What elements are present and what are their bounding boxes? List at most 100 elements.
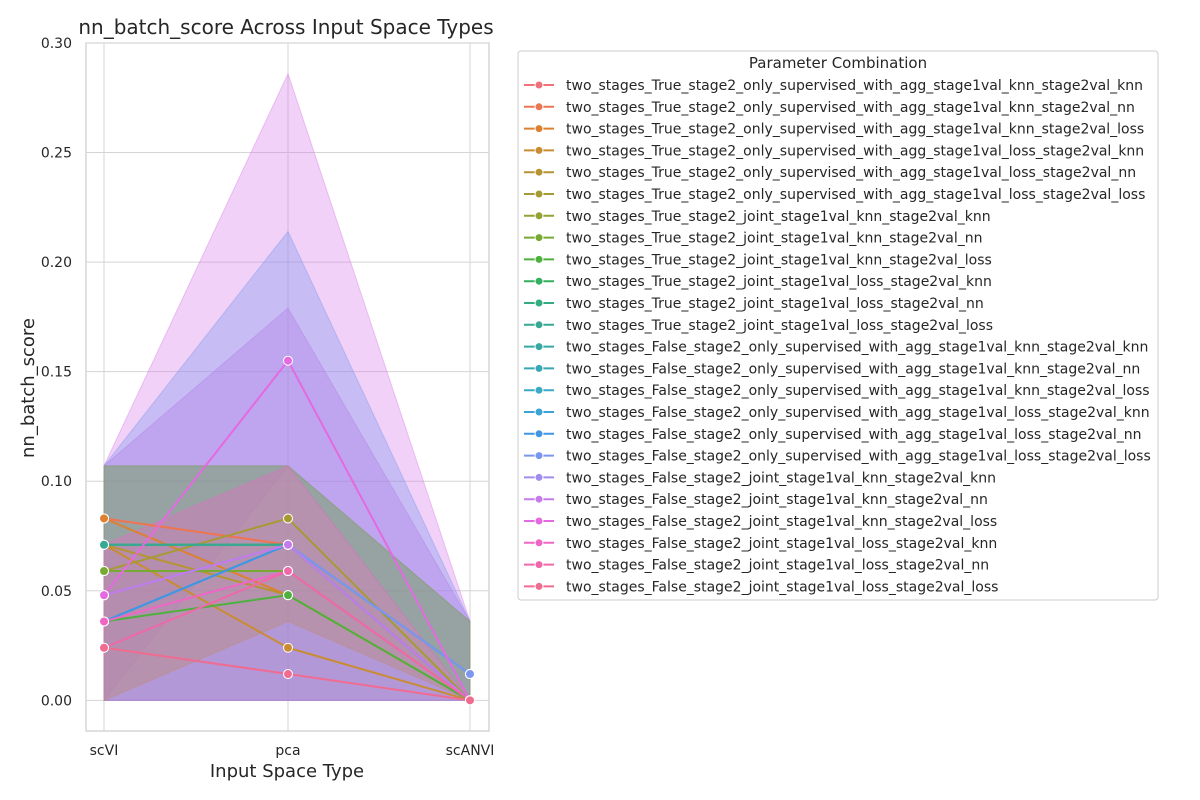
legend-marker bbox=[534, 472, 544, 482]
legend-item: two_stages_False_stage2_joint_stage1val_… bbox=[524, 492, 988, 508]
tick-labels: 0.00 0.05 0.10 0.15 0.20 0.25 0.30 scVI pca scANV… bbox=[41, 36, 495, 759]
legend-marker bbox=[534, 189, 544, 199]
legend-item: two_stages_False_stage2_only_supervised_… bbox=[524, 361, 1140, 377]
legend-label: two_stages_True_stage2_joint_stage1val_k… bbox=[566, 231, 983, 247]
legend-label: two_stages_True_stage2_only_supervised_w… bbox=[566, 187, 1145, 203]
legend: Parameter Combination two_stages_True_st… bbox=[517, 50, 1159, 601]
legend-marker bbox=[534, 538, 544, 548]
data-point bbox=[465, 695, 475, 706]
legend-label: two_stages_False_stage2_only_supervised_… bbox=[566, 340, 1148, 356]
legend-item: two_stages_False_stage2_joint_stage1val_… bbox=[524, 514, 997, 530]
legend-marker bbox=[534, 494, 544, 504]
x-tick-label: scVI bbox=[90, 743, 119, 759]
data-point bbox=[99, 513, 109, 524]
legend-item: two_stages_True_stage2_joint_stage1val_k… bbox=[524, 252, 992, 268]
legend-label: two_stages_True_stage2_only_supervised_w… bbox=[566, 122, 1144, 138]
legend-item: two_stages_True_stage2_only_supervised_w… bbox=[524, 165, 1136, 181]
data-point bbox=[465, 669, 475, 680]
confidence-bands bbox=[103, 72, 472, 702]
x-tick-label: pca bbox=[275, 743, 300, 759]
legend-marker bbox=[534, 276, 544, 286]
x-axis-title: Input Space Type bbox=[210, 761, 364, 782]
legend-marker bbox=[534, 254, 544, 264]
legend-item: two_stages_True_stage2_only_supervised_w… bbox=[524, 122, 1144, 138]
data-point bbox=[99, 566, 109, 577]
legend-label: two_stages_False_stage2_only_supervised_… bbox=[566, 427, 1141, 443]
data-point bbox=[283, 539, 293, 550]
legend-label: two_stages_False_stage2_only_supervised_… bbox=[566, 405, 1150, 421]
legend-marker bbox=[534, 80, 544, 90]
legend-label: two_stages_False_stage2_joint_stage1val_… bbox=[566, 492, 988, 508]
legend-item: two_stages_False_stage2_joint_stage1val_… bbox=[524, 579, 998, 595]
legend-marker bbox=[534, 298, 544, 308]
data-point bbox=[283, 642, 293, 653]
chart-title: nn_batch_score Across Input Space Types bbox=[78, 15, 493, 39]
legend-label: two_stages_True_stage2_joint_stage1val_k… bbox=[566, 252, 992, 268]
legend-label: two_stages_True_stage2_joint_stage1val_l… bbox=[566, 296, 984, 312]
legend-label: two_stages_False_stage2_only_supervised_… bbox=[566, 449, 1151, 465]
legend-marker bbox=[534, 167, 544, 177]
legend-label: two_stages_True_stage2_only_supervised_w… bbox=[566, 143, 1144, 159]
legend-marker bbox=[534, 124, 544, 134]
legend-marker bbox=[534, 102, 544, 112]
legend-label: two_stages_False_stage2_joint_stage1val_… bbox=[566, 514, 997, 530]
data-point bbox=[99, 642, 109, 653]
y-tick-label: 0.00 bbox=[41, 693, 72, 709]
y-tick-label: 0.10 bbox=[41, 474, 72, 490]
legend-label: two_stages_False_stage2_joint_stage1val_… bbox=[566, 470, 996, 486]
data-point bbox=[283, 590, 293, 601]
legend-label: two_stages_True_stage2_only_supervised_w… bbox=[566, 100, 1135, 116]
legend-label: two_stages_False_stage2_joint_stage1val_… bbox=[566, 536, 997, 552]
data-point bbox=[283, 566, 293, 577]
y-axis-title: nn_batch_score bbox=[18, 318, 39, 458]
legend-item: two_stages_True_stage2_joint_stage1val_k… bbox=[524, 209, 991, 225]
legend-item: two_stages_True_stage2_only_supervised_w… bbox=[524, 187, 1145, 203]
legend-box bbox=[517, 50, 1159, 601]
legend-item: two_stages_True_stage2_joint_stage1val_l… bbox=[524, 318, 993, 334]
y-tick-label: 0.30 bbox=[41, 36, 72, 52]
grid bbox=[85, 42, 490, 732]
legend-marker bbox=[534, 560, 544, 570]
confidence-band bbox=[103, 465, 472, 701]
data-point bbox=[99, 616, 109, 627]
legend-item: two_stages_True_stage2_joint_stage1val_l… bbox=[524, 296, 984, 312]
legend-item: two_stages_False_stage2_only_supervised_… bbox=[524, 340, 1148, 356]
legend-label: two_stages_False_stage2_only_supervised_… bbox=[566, 361, 1140, 377]
data-point bbox=[283, 513, 293, 524]
legend-item: two_stages_False_stage2_joint_stage1val_… bbox=[524, 536, 997, 552]
legend-label: two_stages_False_stage2_joint_stage1val_… bbox=[566, 579, 998, 595]
y-tick-label: 0.15 bbox=[41, 365, 72, 381]
legend-item: two_stages_True_stage2_joint_stage1val_l… bbox=[524, 274, 992, 290]
legend-marker bbox=[534, 211, 544, 221]
legend-label: two_stages_True_stage2_joint_stage1val_l… bbox=[566, 318, 993, 334]
legend-item: two_stages_False_stage2_only_supervised_… bbox=[524, 383, 1150, 399]
legend-marker bbox=[534, 385, 544, 395]
legend-item: two_stages_True_stage2_only_supervised_w… bbox=[524, 78, 1143, 94]
legend-item: two_stages_False_stage2_only_supervised_… bbox=[524, 449, 1151, 465]
legend-marker bbox=[534, 429, 544, 439]
legend-label: two_stages_False_stage2_only_supervised_… bbox=[566, 383, 1150, 399]
legend-marker bbox=[534, 320, 544, 330]
legend-marker bbox=[534, 581, 544, 591]
legend-items: two_stages_True_stage2_only_supervised_w… bbox=[524, 78, 1151, 595]
data-point bbox=[99, 590, 109, 601]
legend-item: two_stages_True_stage2_only_supervised_w… bbox=[524, 100, 1135, 116]
legend-marker bbox=[534, 363, 544, 373]
legend-item: two_stages_False_stage2_joint_stage1val_… bbox=[524, 558, 989, 574]
legend-label: two_stages_False_stage2_joint_stage1val_… bbox=[566, 558, 989, 574]
legend-item: two_stages_False_stage2_only_supervised_… bbox=[524, 427, 1141, 443]
legend-label: two_stages_True_stage2_only_supervised_w… bbox=[566, 165, 1136, 181]
legend-marker bbox=[534, 451, 544, 461]
legend-label: two_stages_True_stage2_joint_stage1val_k… bbox=[566, 209, 991, 225]
legend-marker bbox=[534, 407, 544, 417]
legend-item: two_stages_False_stage2_joint_stage1val_… bbox=[524, 470, 996, 486]
legend-item: two_stages_False_stage2_only_supervised_… bbox=[524, 405, 1150, 421]
y-tick-label: 0.25 bbox=[41, 146, 72, 162]
series-markers bbox=[99, 355, 475, 706]
legend-title: Parameter Combination bbox=[749, 54, 927, 72]
y-tick-label: 0.20 bbox=[41, 255, 72, 271]
legend-label: two_stages_True_stage2_joint_stage1val_l… bbox=[566, 274, 992, 290]
legend-marker bbox=[534, 342, 544, 352]
legend-marker bbox=[534, 233, 544, 243]
